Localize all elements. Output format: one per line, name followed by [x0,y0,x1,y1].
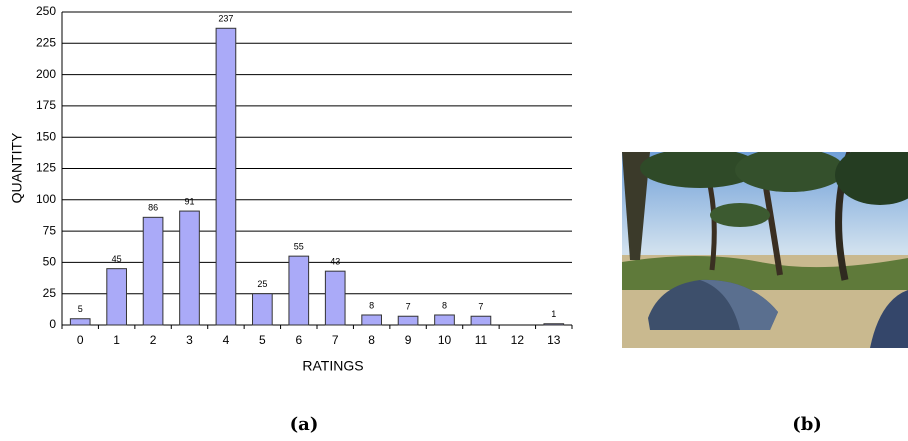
x-tick-label: 0 [77,333,84,347]
bar [70,319,90,325]
y-tick-label: 0 [49,317,56,331]
bar [143,217,163,325]
bar [253,294,273,325]
data-label: 45 [112,254,122,264]
bar [471,316,491,325]
data-label: 1 [551,309,556,319]
x-axis-label: RATINGS [302,358,363,374]
data-label: 43 [330,257,340,267]
data-label: 7 [406,302,411,312]
y-tick-label: 100 [36,192,56,206]
y-tick-label: 50 [43,255,57,269]
bar [180,211,200,325]
x-tick-label: 8 [368,333,375,347]
y-tick-label: 175 [36,98,56,112]
y-tick-label: 225 [36,35,56,49]
x-tick-label: 9 [405,333,412,347]
subfigure-label: (a) [290,414,319,435]
photo [622,145,908,348]
x-tick-label: 4 [223,333,230,347]
bar [362,315,382,325]
x-tick-label: 7 [332,333,339,347]
x-tick-label: 5 [259,333,266,347]
x-tick-label: 2 [150,333,157,347]
data-label: 91 [184,196,194,206]
y-tick-label: 200 [36,67,56,81]
bar [216,28,236,325]
y-tick-label: 25 [43,286,57,300]
y-tick-label: 125 [36,161,56,175]
x-tick-label: 13 [547,333,561,347]
x-tick-label: 10 [438,333,452,347]
x-tick-label: 1 [113,333,120,347]
bar [544,324,564,325]
bar [325,271,345,325]
bar [398,316,418,325]
bar [107,269,127,325]
bar [435,315,455,325]
data-label: 237 [218,14,233,24]
y-tick-label: 75 [43,223,57,237]
data-label: 8 [442,300,447,310]
figure: RATINGS QUANTITY (a) (b) 025507510012515 [0,0,908,441]
bar [289,256,309,325]
data-label: 5 [78,304,83,314]
y-axis-label: QUANTITY [9,132,25,203]
data-label: 25 [257,279,267,289]
data-label: 86 [148,203,158,213]
y-tick-label: 150 [36,129,56,143]
x-tick-label: 12 [511,333,525,347]
data-label: 7 [478,302,483,312]
x-tick-label: 3 [186,333,193,347]
data-label: 55 [294,242,304,252]
x-tick-label: 6 [295,333,302,347]
x-tick-label: 11 [475,333,488,347]
y-tick-label: 250 [36,4,56,18]
data-label: 8 [369,300,374,310]
subfigure-label: (b) [792,414,822,435]
